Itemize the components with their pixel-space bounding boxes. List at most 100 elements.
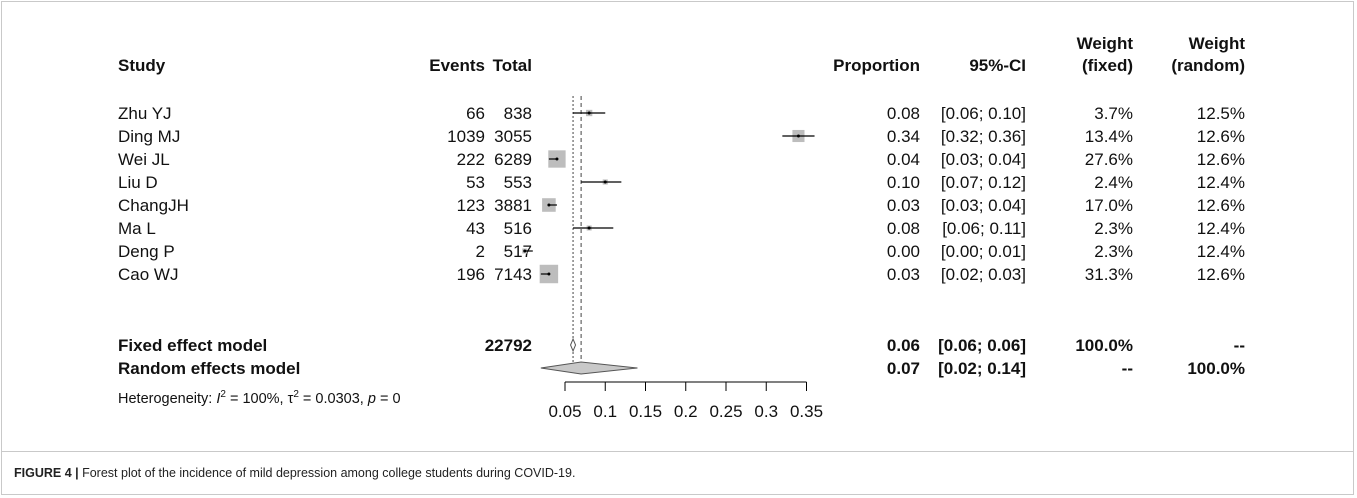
study-weight-random: 12.6% bbox=[1196, 196, 1245, 215]
study-point-estimate bbox=[603, 180, 607, 184]
p-symbol: p bbox=[367, 391, 376, 407]
study-total: 7143 bbox=[494, 265, 532, 284]
study-proportion: 0.03 bbox=[886, 196, 920, 215]
study-weight-fixed: 13.4% bbox=[1084, 127, 1133, 146]
study-point-estimate bbox=[547, 203, 551, 207]
study-total: 553 bbox=[503, 173, 532, 192]
header-total: Total bbox=[492, 56, 532, 75]
fixed-model-proportion: 0.06 bbox=[886, 336, 920, 355]
x-axis-tick-label: 0.05 bbox=[548, 402, 581, 421]
study-total: 3881 bbox=[494, 196, 532, 215]
header-weight-fixed-line1: Weight bbox=[1076, 34, 1133, 53]
study-events: 2 bbox=[475, 242, 485, 261]
fixed-model-weight-fixed: 100.0% bbox=[1075, 336, 1133, 355]
random-model-proportion: 0.07 bbox=[886, 359, 920, 378]
study-total: 517 bbox=[503, 242, 532, 261]
caption-text: Forest plot of the incidence of mild dep… bbox=[78, 466, 576, 480]
study-proportion: 0.04 bbox=[886, 150, 920, 169]
x-axis-tick-label: 0.35 bbox=[790, 402, 823, 421]
p-value: = 0 bbox=[375, 391, 401, 407]
study-total: 516 bbox=[503, 219, 532, 238]
study-events: 196 bbox=[456, 265, 485, 284]
study-events: 123 bbox=[456, 196, 485, 215]
study-weight-random: 12.4% bbox=[1196, 219, 1245, 238]
x-axis-tick-label: 0.15 bbox=[629, 402, 662, 421]
study-weight-fixed: 27.6% bbox=[1084, 150, 1133, 169]
random-model-ci: [0.02; 0.14] bbox=[938, 359, 1026, 378]
study-ci: [0.00; 0.01] bbox=[940, 242, 1026, 261]
header-events: Events bbox=[429, 56, 485, 75]
i2-symbol: I bbox=[216, 391, 221, 407]
x-axis-tick-label: 0.2 bbox=[674, 402, 698, 421]
study-name: Liu D bbox=[118, 173, 158, 192]
study-proportion: 0.03 bbox=[886, 265, 920, 284]
study-weight-fixed: 2.3% bbox=[1094, 242, 1133, 261]
i2-value: = 100%, bbox=[225, 391, 288, 407]
study-point-estimate bbox=[587, 226, 591, 230]
study-ci: [0.06; 0.11] bbox=[942, 219, 1026, 238]
study-proportion: 0.00 bbox=[886, 242, 920, 261]
study-ci: [0.03; 0.04] bbox=[940, 150, 1026, 169]
study-total: 838 bbox=[503, 104, 532, 123]
study-events: 53 bbox=[466, 173, 485, 192]
study-name: Ding MJ bbox=[118, 127, 181, 146]
study-point-estimate bbox=[547, 272, 551, 276]
header-proportion: Proportion bbox=[833, 56, 920, 75]
study-proportion: 0.08 bbox=[886, 104, 920, 123]
study-events: 1039 bbox=[447, 127, 485, 146]
random-model-weight-random: 100.0% bbox=[1187, 359, 1245, 378]
study-ci: [0.06; 0.10] bbox=[940, 104, 1026, 123]
study-point-estimate bbox=[523, 249, 527, 253]
study-point-estimate bbox=[796, 134, 800, 138]
study-name: Zhu YJ bbox=[118, 104, 172, 123]
study-name: Deng P bbox=[118, 242, 175, 261]
study-events: 222 bbox=[456, 150, 485, 169]
study-name: Wei JL bbox=[118, 150, 170, 169]
study-name: Ma L bbox=[118, 219, 156, 238]
study-point-estimate bbox=[587, 111, 591, 115]
study-weight-fixed: 2.3% bbox=[1094, 219, 1133, 238]
study-name: Cao WJ bbox=[118, 265, 179, 284]
caption-label: FIGURE 4 | bbox=[14, 466, 79, 480]
study-weight-fixed: 3.7% bbox=[1094, 104, 1133, 123]
header-weight-random-line1: Weight bbox=[1188, 34, 1245, 53]
study-weight-fixed: 31.3% bbox=[1084, 265, 1133, 284]
header-weight-fixed-line2: (fixed) bbox=[1082, 56, 1133, 75]
study-proportion: 0.34 bbox=[886, 127, 920, 146]
study-ci: [0.07; 0.12] bbox=[940, 173, 1026, 192]
study-weight-random: 12.6% bbox=[1196, 150, 1245, 169]
fixed-model-ci: [0.06; 0.06] bbox=[938, 336, 1026, 355]
x-axis-tick-label: 0.1 bbox=[593, 402, 617, 421]
random-effects-diamond bbox=[540, 361, 638, 375]
study-events: 43 bbox=[466, 219, 485, 238]
figure-caption: FIGURE 4 | Forest plot of the incidence … bbox=[14, 466, 575, 480]
random-model-weight-fixed: -- bbox=[1121, 359, 1133, 378]
study-total: 3055 bbox=[494, 127, 532, 146]
study-ci: [0.02; 0.03] bbox=[940, 265, 1026, 284]
header-weight-random-line2: (random) bbox=[1171, 56, 1245, 75]
study-weight-random: 12.6% bbox=[1196, 127, 1245, 146]
study-proportion: 0.08 bbox=[886, 219, 920, 238]
study-weight-random: 12.4% bbox=[1196, 242, 1245, 261]
fixed-model-total: 22792 bbox=[484, 336, 532, 355]
fixed-model-weight-random: -- bbox=[1233, 336, 1245, 355]
heterogeneity-stats: Heterogeneity: I2 = 100%, τ2 = 0.0303, p… bbox=[118, 389, 401, 407]
x-axis-tick-label: 0.3 bbox=[754, 402, 778, 421]
random-model-label: Random effects model bbox=[118, 359, 301, 378]
study-proportion: 0.10 bbox=[886, 173, 920, 192]
caption-separator bbox=[1, 451, 1354, 452]
tau-value: = 0.0303, bbox=[298, 391, 368, 407]
x-axis-tick-label: 0.25 bbox=[709, 402, 742, 421]
study-weight-random: 12.6% bbox=[1196, 265, 1245, 284]
study-ci: [0.03; 0.04] bbox=[940, 196, 1026, 215]
study-total: 6289 bbox=[494, 150, 532, 169]
fixed-effect-diamond bbox=[570, 337, 577, 353]
study-events: 66 bbox=[466, 104, 485, 123]
study-weight-fixed: 2.4% bbox=[1094, 173, 1133, 192]
study-point-estimate bbox=[555, 157, 559, 161]
study-weight-random: 12.5% bbox=[1196, 104, 1245, 123]
fixed-model-label: Fixed effect model bbox=[118, 336, 268, 355]
study-ci: [0.32; 0.36] bbox=[940, 127, 1026, 146]
